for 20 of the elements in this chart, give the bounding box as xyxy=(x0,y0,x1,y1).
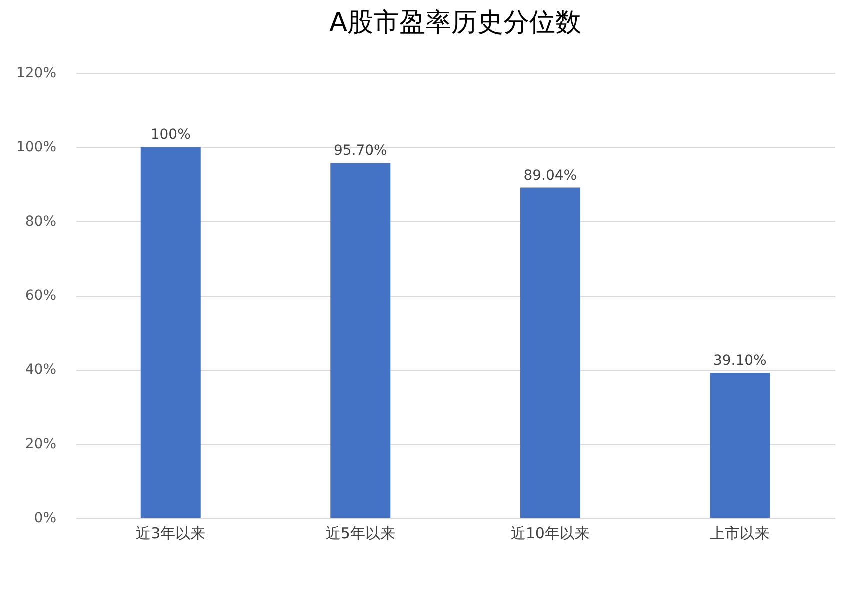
y-tick-label: 40% xyxy=(25,362,56,378)
chart-title: A股市盈率历史分位数 xyxy=(330,8,582,38)
y-tick-label: 60% xyxy=(25,288,56,304)
x-tick-label: 近3年以来 xyxy=(136,524,206,542)
y-tick-label: 120% xyxy=(16,66,56,82)
data-label: 95.70% xyxy=(334,143,388,160)
data-label: 89.04% xyxy=(524,168,578,184)
bar xyxy=(520,188,580,518)
x-tick-label: 近5年以来 xyxy=(326,524,396,542)
bar xyxy=(140,147,201,518)
bar xyxy=(330,163,391,518)
bar xyxy=(710,373,770,518)
x-tick-label: 上市以来 xyxy=(710,524,770,542)
y-tick-label: 20% xyxy=(25,436,56,452)
data-label: 39.10% xyxy=(713,353,767,370)
data-label: 100% xyxy=(150,127,191,144)
y-tick-label: 80% xyxy=(25,214,56,230)
y-tick-label: 100% xyxy=(16,140,56,156)
x-tick-label: 近10年以来 xyxy=(510,524,590,542)
y-tick-label: 0% xyxy=(34,510,56,526)
